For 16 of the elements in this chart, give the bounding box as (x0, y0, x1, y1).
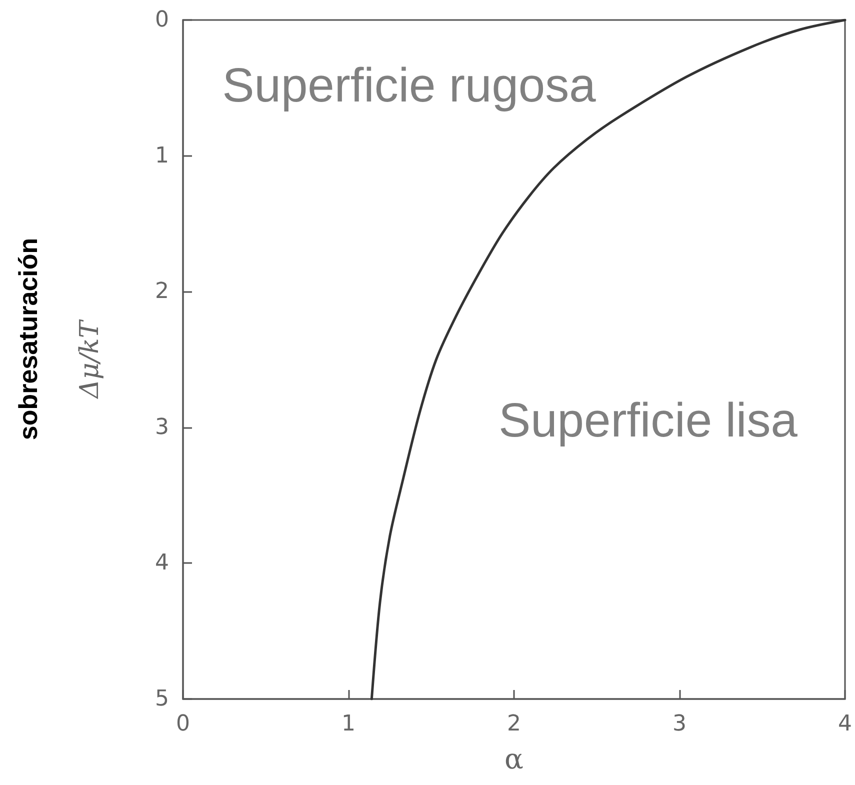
y-tick-label: 0 (155, 8, 169, 32)
y-tick-label: 3 (155, 414, 169, 440)
x-tick-label: 2 (507, 712, 521, 736)
x-tick-label: 0 (176, 712, 190, 736)
y-tick-label: 4 (155, 550, 169, 576)
y-tick-label: 5 (155, 686, 169, 712)
y-tick-label: 1 (155, 143, 169, 168)
x-axis-title: α (504, 742, 524, 776)
y-tick-label: 2 (155, 279, 169, 304)
x-tick-label: 1 (342, 712, 356, 736)
x-tick-label: 4 (838, 712, 852, 736)
y-axis-title: Δμ/kT (75, 319, 105, 400)
annotation: Superficie rugosa (222, 60, 596, 112)
annotation: Superficie lisa (498, 394, 798, 448)
x-tick-label: 3 (672, 712, 686, 736)
text: sobresaturación (13, 238, 43, 440)
